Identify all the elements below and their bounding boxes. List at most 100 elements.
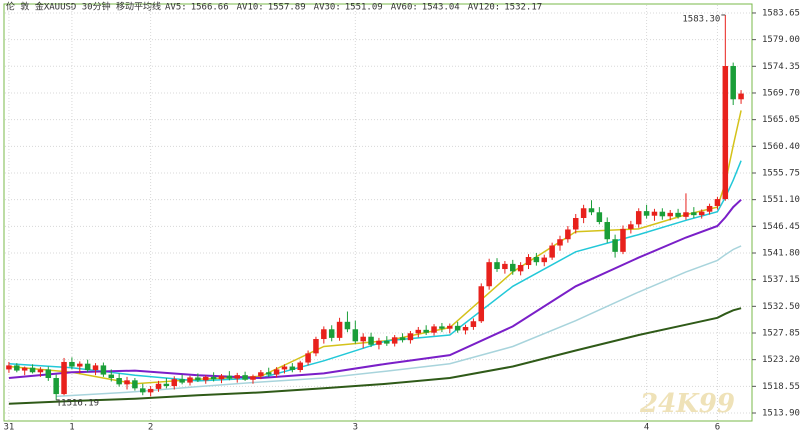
candle-body [124,380,130,385]
ma-line [56,245,742,398]
candle-body [478,286,485,322]
header: 伦 敦 金XAUUSD 30分钟 移动平均线 AV5: 1566.66 AV10: 1… [6,1,542,13]
candle-body [549,245,555,258]
candle-body [226,375,233,379]
candle-body [698,211,705,216]
candle-body [494,262,500,270]
candle-body [486,262,492,287]
candle-body [415,329,422,334]
legend-name: AV10: [237,3,264,13]
x-tick-label: 2 [148,423,153,431]
low-marker [56,399,60,406]
candle-body [116,378,122,385]
candle-body [218,375,225,380]
candle-body [384,340,390,344]
candle-body [588,208,595,213]
candle-body [423,329,429,333]
candle-body [730,66,736,100]
x-tick-label: 31 [4,423,15,431]
candle-body [580,208,587,219]
candle-body [171,379,178,387]
candle-body [541,257,548,263]
candle-body [258,372,264,377]
legend-value: 1557.89 [268,3,306,13]
candle-body [462,326,469,331]
y-tick-label: 1579.00 [762,35,800,45]
chart-title: 伦 敦 金XAUUSD 30分钟 移动平均线 [6,1,161,13]
candle-body [533,257,540,263]
candle-body [368,336,374,345]
candle-body [391,337,398,344]
candle-body [604,222,610,240]
candle-body [321,329,327,340]
candle-body [510,263,516,272]
candle-body [691,212,697,216]
candle-body [297,362,303,370]
candle-body [572,218,579,230]
candle-body [596,212,603,223]
candle-body [21,367,28,371]
candle-body [195,377,201,381]
x-tick-label: 6 [715,423,720,431]
candle-body [242,375,248,380]
candle-body [675,212,681,217]
candle-body [69,361,75,367]
candle-body [635,211,642,225]
candle-body [447,325,453,329]
candle-body [250,376,256,380]
x-tick-label: 1 [69,423,74,431]
candle-body [328,329,335,338]
candle-body [344,321,351,330]
legend-value: 1543.04 [422,3,460,13]
legend-name: AV60: [391,3,418,13]
candle-body [565,229,571,240]
candle-body [53,378,59,395]
candle-body [273,369,280,375]
candle-body [407,333,414,341]
candle-body [738,93,744,100]
candle-body [628,224,634,229]
candle-body [289,366,296,370]
y-tick-label: 1546.45 [762,222,800,232]
y-tick-label: 1532.50 [762,302,800,312]
y-tick-label: 1513.90 [762,409,800,419]
candle-body [376,340,382,345]
ma-line [8,307,742,405]
low-label: 1516.19 [61,398,99,408]
candle-body [234,375,240,379]
candle-body [202,376,209,381]
candle-body [454,325,461,331]
candle-body [431,326,437,333]
candle-body [108,374,115,379]
y-tick-label: 1555.75 [762,168,800,178]
candle-body [132,380,138,389]
candle-body [187,377,193,383]
candle-body [336,321,343,338]
plot-frame [3,3,753,422]
candle-body [360,336,366,342]
candle-body [14,365,20,371]
candle-body [722,66,729,200]
candle-body [620,228,626,252]
candle-body [100,365,107,375]
candle-body [659,211,666,217]
legend-value: 1566.66 [191,3,229,13]
candle-body [612,239,618,252]
y-tick-label: 1541.80 [762,248,800,258]
legend-value: 1551.09 [345,3,383,13]
candle-body [517,265,524,272]
high-label: 1583.30 [682,14,720,24]
candle-body [37,369,44,373]
y-tick-label: 1583.65 [762,8,800,18]
candle-body [155,383,162,389]
y-tick-label: 1537.15 [762,275,800,285]
y-tick-label: 1518.55 [762,382,800,392]
legend-name: AV120: [468,3,501,13]
candle-body [6,365,12,370]
candle-body [163,383,170,387]
candle-body [706,205,713,212]
candle-body [651,211,658,216]
candle-body [557,239,563,246]
candle-body [140,388,146,393]
